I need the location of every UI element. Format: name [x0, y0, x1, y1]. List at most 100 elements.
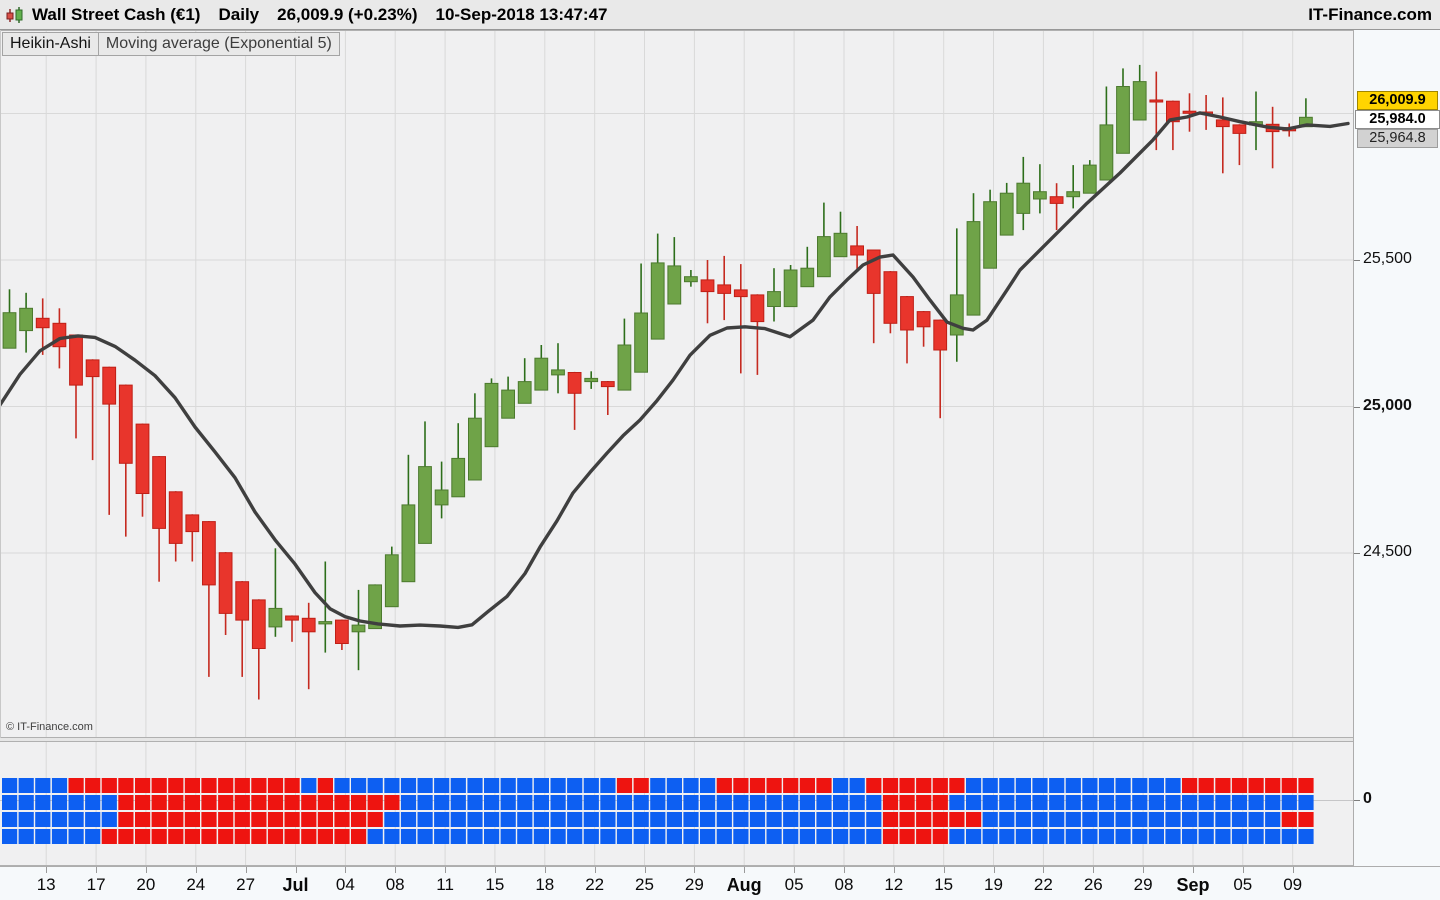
- heatmap-cell: [367, 812, 383, 827]
- heatmap-cell: [351, 795, 367, 810]
- heatmap-cell: [550, 829, 566, 844]
- heatmap-cell: [317, 829, 333, 844]
- heatmap-cell: [251, 795, 267, 810]
- main-price-chart[interactable]: [0, 30, 1353, 738]
- candle-body: [1182, 110, 1197, 114]
- candle-body: [251, 599, 266, 650]
- x-axis-label: 22: [1033, 875, 1053, 894]
- heatmap-cell: [766, 795, 782, 810]
- heatmap-cell: [317, 795, 333, 810]
- candle-body: [368, 584, 383, 630]
- heatmap-cell: [184, 795, 200, 810]
- x-axis-label: 05: [1233, 875, 1253, 894]
- heatmap-cell: [484, 778, 500, 793]
- heatmap-cell: [301, 812, 317, 827]
- heatmap-cell: [882, 795, 899, 810]
- candle-body: [800, 267, 815, 288]
- y-axis-label: 24,500: [1363, 543, 1412, 560]
- heatmap-cell: [1098, 812, 1115, 827]
- heatmap-cell: [833, 795, 849, 810]
- heatmap-cell: [600, 778, 616, 793]
- heatmap-cell: [749, 795, 766, 810]
- candle-body: [617, 344, 632, 391]
- heatmap-cell: [417, 778, 433, 793]
- x-axis-tick: [195, 867, 197, 873]
- heatmap-cell: [85, 778, 101, 793]
- heatmap-cell: [916, 778, 932, 793]
- x-axis-label: 08: [834, 875, 854, 894]
- x-axis-tick: [345, 867, 347, 873]
- candle-body: [850, 245, 865, 256]
- heatmap-cell: [949, 829, 965, 844]
- heatmap-cell: [168, 812, 184, 827]
- candle-body: [168, 491, 183, 544]
- candle-body: [102, 366, 117, 405]
- heatmap-cell: [1082, 812, 1098, 827]
- instrument-title: Wall Street Cash (€1): [32, 4, 201, 24]
- heatmap-cell: [1082, 829, 1098, 844]
- heatmap-cell: [484, 812, 500, 827]
- heatmap-cell: [533, 812, 549, 827]
- heatmap-cell: [35, 812, 51, 827]
- heatmap-cell: [899, 778, 915, 793]
- heatmap-cell: [101, 829, 117, 844]
- heatmap-cell: [18, 829, 34, 844]
- heatmap-cell: [434, 829, 450, 844]
- x-axis-tick: [844, 867, 845, 873]
- heatmap-cell: [434, 812, 450, 827]
- indicator-panel[interactable]: [0, 741, 1353, 866]
- heatmap-cell: [351, 829, 367, 844]
- candle-body: [600, 381, 615, 388]
- heatmap-cell: [533, 795, 549, 810]
- x-axis-label: 18: [535, 875, 555, 894]
- heatmap-cell: [1165, 829, 1181, 844]
- heatmap-cell: [1148, 778, 1164, 793]
- x-axis-label: 19: [984, 875, 1003, 894]
- heatmap-cell: [1015, 795, 1031, 810]
- heatmap-cell: [683, 778, 699, 793]
- heatmap-cell: [849, 778, 865, 793]
- heatmap-cell: [999, 778, 1015, 793]
- candle-body: [202, 521, 216, 586]
- heatmap-cell: [833, 778, 849, 793]
- heatmap-cell: [1281, 778, 1297, 793]
- heatmap-cell: [334, 795, 350, 810]
- x-axis-label: 26: [1083, 875, 1103, 894]
- heatmap-cell: [600, 829, 616, 844]
- heatmap-cell: [666, 812, 682, 827]
- heatmap-cell: [267, 778, 284, 793]
- x-axis-tick: [594, 867, 596, 873]
- x-axis-tick: [993, 867, 995, 873]
- heatmap-cell: [1049, 829, 1065, 844]
- heatmap-cell: [982, 812, 998, 827]
- heatmap-cell: [816, 795, 832, 810]
- heatmap-cell: [18, 812, 34, 827]
- heatmap-cell: [1215, 795, 1231, 810]
- heatmap-cell: [966, 778, 982, 793]
- tab-heikin-ashi[interactable]: Heikin-Ashi: [2, 32, 99, 56]
- x-axis-tick: [794, 867, 796, 873]
- candle-body: [1149, 99, 1164, 103]
- x-axis-label: Jul: [282, 875, 309, 895]
- heatmap-cell: [35, 778, 51, 793]
- price-axis: 26,009.9 25,984.0 25,964.8 0 25,500 25,00…: [1353, 30, 1440, 866]
- heatmap-cell: [367, 795, 383, 810]
- heatmap-cell: [783, 778, 799, 793]
- x-axis-label: Aug: [726, 875, 762, 895]
- tab-moving-average[interactable]: Moving average (Exponential 5): [97, 32, 340, 56]
- heatmap-cell: [201, 812, 217, 827]
- heatmap-cell: [799, 795, 815, 810]
- heatmap-cell: [966, 829, 982, 844]
- heatmap-cell: [1148, 795, 1164, 810]
- x-axis-label: 04: [335, 875, 355, 894]
- heatmap-cell: [1148, 829, 1164, 844]
- heatmap-cell: [2, 778, 18, 793]
- candle-body: [1166, 100, 1180, 123]
- candle-body: [733, 289, 748, 298]
- candle-body: [916, 311, 931, 328]
- heatmap-cell: [135, 778, 151, 793]
- heatmap-cell: [384, 812, 400, 827]
- heatmap-cell: [1032, 812, 1048, 827]
- heatmap-cell: [151, 795, 167, 810]
- heatmap-cell: [1298, 778, 1314, 793]
